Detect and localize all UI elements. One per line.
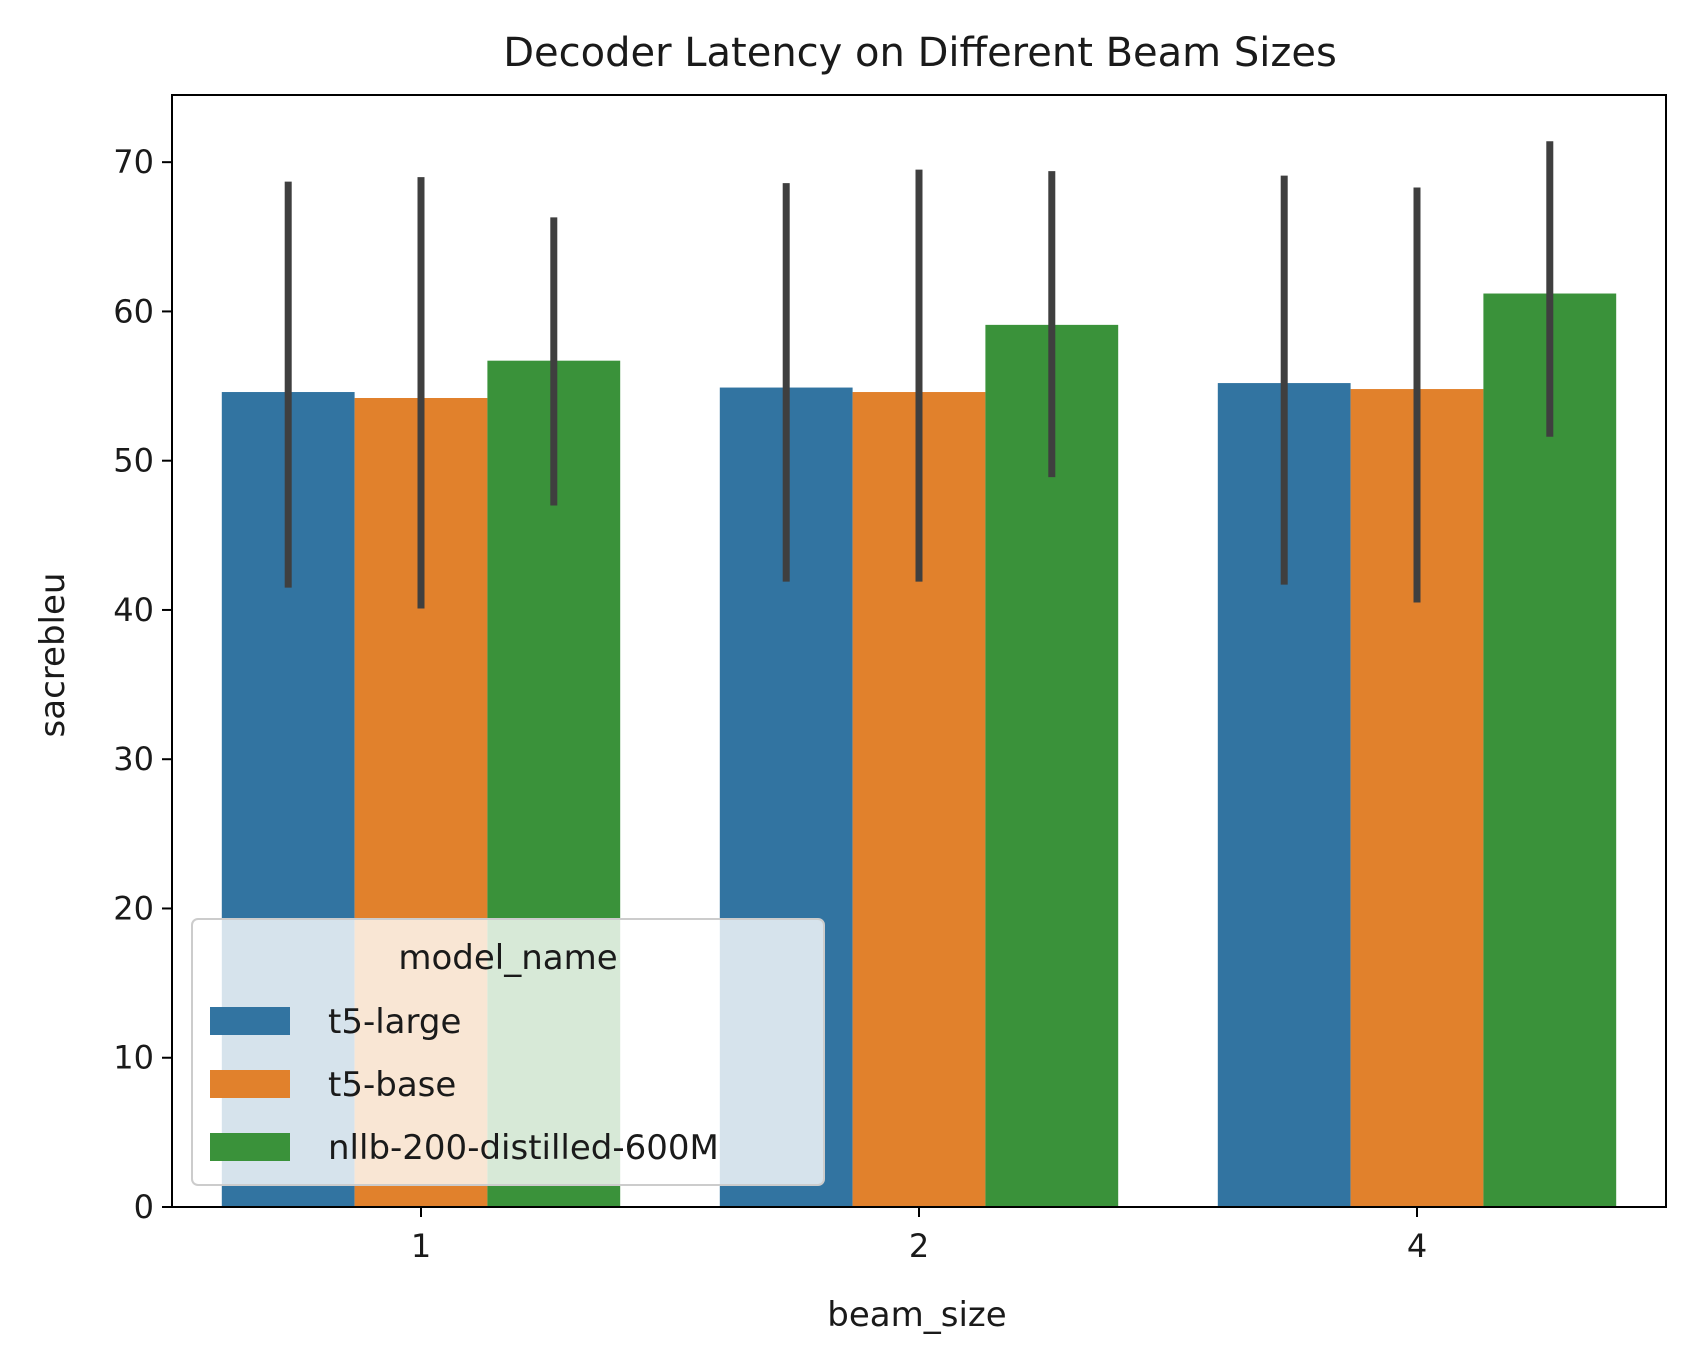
legend-label-t5-large: t5-large xyxy=(328,1002,461,1042)
y-tick-label: 20 xyxy=(113,889,154,927)
x-tick-label: 4 xyxy=(1407,1227,1427,1265)
legend-label-t5-base: t5-base xyxy=(328,1065,456,1105)
x-tick-label: 1 xyxy=(411,1227,431,1265)
chart-title: Decoder Latency on Different Beam Sizes xyxy=(503,30,1337,76)
y-tick-label: 60 xyxy=(113,292,154,330)
y-tick-label: 40 xyxy=(113,591,154,629)
error-bars-layer xyxy=(284,141,1554,609)
y-tick-label: 0 xyxy=(134,1188,154,1226)
legend-swatch-t5-base xyxy=(210,1070,290,1098)
legend-title: model_name xyxy=(398,938,617,978)
y-tick-label: 10 xyxy=(113,1039,154,1077)
legend-swatch-t5-large xyxy=(210,1007,290,1035)
y-tick-label: 70 xyxy=(113,143,154,181)
y-axis-label: sacrebleu xyxy=(33,573,73,738)
y-tick-label: 30 xyxy=(113,740,154,778)
axes-layer: 0 10 20 30 40 50 60 70 1 2 4 xyxy=(113,94,1667,1265)
legend-box xyxy=(191,918,825,1186)
x-axis-label: beam_size xyxy=(827,1295,1006,1335)
y-tick-label: 50 xyxy=(113,442,154,480)
x-tick-label: 2 xyxy=(909,1227,929,1265)
legend-swatch-nllb-200-distilled-600M xyxy=(210,1133,290,1161)
bar-nllb-200-distilled-600M-beam-4 xyxy=(1483,293,1617,1207)
legend: model_name t5-large t5-base nllb-200-distil… xyxy=(191,918,825,1186)
legend-label-nllb-200-distilled-600M: nllb-200-distilled-600M xyxy=(328,1128,719,1168)
